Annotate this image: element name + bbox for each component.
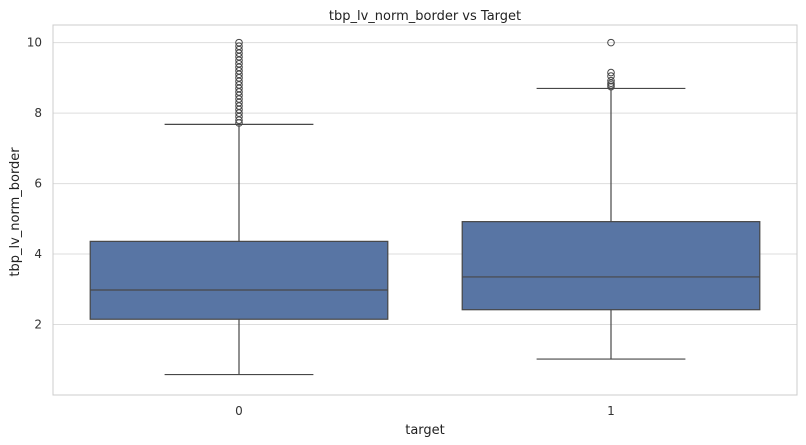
x-tick-label: 1 <box>607 404 615 418</box>
x-axis-title: target <box>405 423 445 438</box>
outlier-point <box>607 38 615 47</box>
box-category-1 <box>461 38 761 360</box>
chart-title: tbp_lv_norm_border vs Target <box>329 9 521 24</box>
y-tick-label: 2 <box>34 318 42 332</box>
y-tick-label: 6 <box>34 177 42 191</box>
iqr-box <box>89 240 389 320</box>
tick-labels: 2 4 6 8 10 0 1 <box>27 36 615 418</box>
y-tick-label: 8 <box>34 106 42 120</box>
plot-frame <box>52 24 798 396</box>
y-tick-label: 4 <box>34 247 42 261</box>
iqr-box <box>461 221 761 311</box>
outlier-point <box>607 72 615 80</box>
y-axis-title: tbp_lv_norm_border <box>8 147 23 277</box>
y-tick-label: 10 <box>27 36 42 50</box>
outlier-point <box>235 42 243 50</box>
box-category-0 <box>89 38 389 376</box>
outlier-point <box>235 38 243 47</box>
boxes <box>89 38 761 376</box>
outlier-point <box>607 76 615 85</box>
outlier-point <box>607 68 615 77</box>
x-tick-label: 0 <box>235 404 243 418</box>
